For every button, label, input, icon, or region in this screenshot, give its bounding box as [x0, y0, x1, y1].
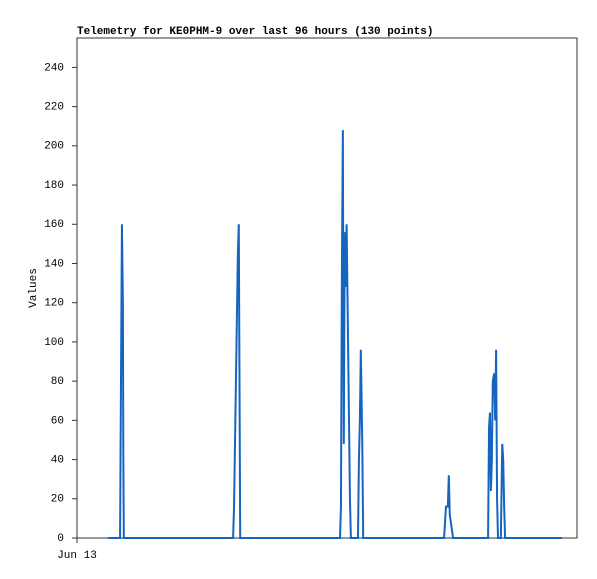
y-tick-label: 160 [44, 219, 64, 231]
y-tick-label: 220 [44, 102, 64, 114]
y-tick-label: 200 [44, 141, 64, 153]
y-tick-label: 180 [44, 180, 64, 192]
y-tick-label: 140 [44, 258, 64, 270]
data-line [108, 130, 562, 539]
y-tick-label: 40 [51, 454, 64, 466]
chart-title: Telemetry for KE0PHM-9 over last 96 hour… [77, 26, 433, 38]
y-tick-label: 0 [57, 533, 64, 545]
y-tick-label: 100 [44, 337, 64, 349]
x-tick-label: Jun 13 [57, 550, 97, 562]
y-tick-label: 20 [51, 494, 64, 506]
y-tick-label: 240 [44, 62, 64, 74]
y-tick-label: 120 [44, 298, 64, 310]
y-axis-label: Values [28, 268, 40, 308]
y-tick-label: 60 [51, 415, 64, 427]
y-tick-label: 80 [51, 376, 64, 388]
